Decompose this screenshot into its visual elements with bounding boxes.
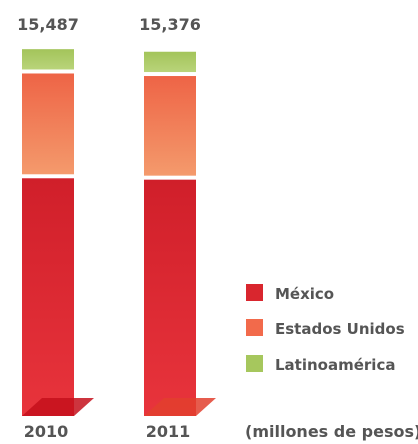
bar-2010-latinoamerica (22, 49, 74, 70)
total-label-2011: 15,376 (139, 15, 201, 34)
bar-2010-mexico (22, 178, 74, 416)
bar-2011-latinoamerica (144, 51, 196, 73)
legend-swatch-estados-unidos (246, 319, 263, 336)
legend-label-estados-unidos: Estados Unidos (275, 320, 405, 338)
category-label-2010: 2010 (24, 422, 69, 441)
unit-note: (millones de pesos) (245, 422, 418, 441)
bars-group (22, 49, 216, 416)
bar-base-shadow-2010 (22, 398, 94, 416)
total-label-2010: 15,487 (17, 15, 79, 34)
legend-swatch-mexico (246, 284, 263, 301)
labels-group: 15,487 2010 15,376 2011 (17, 15, 201, 441)
bar-2011-mexico (144, 179, 196, 416)
bar-2011-estados-unidos (144, 76, 196, 176)
legend: México Estados Unidos Latinoamérica (246, 284, 405, 374)
legend-swatch-latinoamerica (246, 355, 263, 372)
category-label-2011: 2011 (146, 422, 191, 441)
bar-base-shadow-2011 (144, 398, 216, 416)
legend-label-mexico: México (275, 285, 334, 303)
bar-2010-estados-unidos (22, 73, 74, 175)
legend-label-latinoamerica: Latinoamérica (275, 356, 395, 374)
